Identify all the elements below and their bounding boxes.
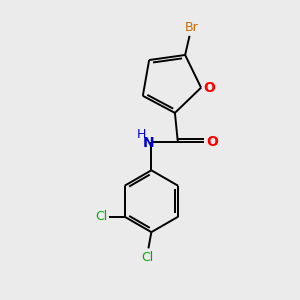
Text: H: H	[137, 128, 147, 142]
Text: O: O	[207, 135, 218, 149]
Text: Cl: Cl	[95, 210, 107, 223]
Text: O: O	[203, 81, 215, 94]
Text: Cl: Cl	[141, 251, 153, 264]
Text: N: N	[142, 136, 154, 150]
Text: Br: Br	[185, 21, 199, 34]
